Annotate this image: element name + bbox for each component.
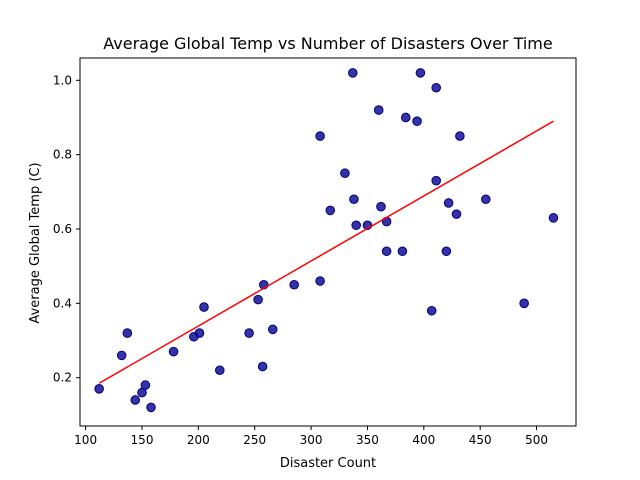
data-point	[441, 246, 452, 257]
plot-frame	[79, 57, 577, 427]
data-point	[194, 328, 205, 338]
y-tick-label: 0.2	[53, 371, 72, 385]
chart-title: Average Global Temp vs Number of Disaste…	[103, 34, 552, 53]
x-tick-label: 450	[469, 433, 492, 447]
data-point	[348, 68, 358, 78]
y-tick-label: 0.6	[53, 222, 72, 236]
x-tick-label: 350	[356, 433, 379, 447]
data-point	[140, 380, 151, 390]
data-point	[415, 68, 426, 78]
data-point	[214, 365, 225, 376]
y-axis-label: Average Global Temp (C)	[28, 162, 43, 323]
trend-line-layer	[98, 120, 554, 384]
y-tick-label: 0.8	[53, 148, 72, 162]
data-point	[481, 194, 491, 205]
x-tick-label: 300	[300, 433, 323, 447]
data-point	[257, 361, 268, 372]
data-point	[431, 82, 442, 93]
data-point	[376, 201, 386, 212]
trend-line	[98, 120, 554, 384]
data-point	[289, 279, 299, 290]
x-axis-label: Disaster Count	[280, 456, 376, 471]
data-point	[400, 112, 411, 123]
data-point	[455, 131, 465, 141]
data-point	[315, 276, 325, 286]
data-point	[116, 350, 127, 361]
x-tick-label: 250	[243, 433, 266, 447]
data-point	[351, 220, 361, 231]
data-point	[349, 194, 359, 205]
x-tick-label: 400	[412, 433, 435, 447]
data-point	[94, 384, 104, 394]
data-point	[397, 246, 408, 257]
data-point	[519, 298, 529, 309]
y-tick-label: 0.4	[53, 296, 72, 310]
data-points	[94, 68, 559, 413]
data-point	[325, 205, 336, 216]
data-point	[315, 131, 325, 141]
data-point	[373, 105, 384, 115]
data-point	[130, 395, 141, 405]
data-point	[146, 402, 156, 413]
x-tick-label: 150	[131, 433, 154, 447]
data-point	[122, 328, 133, 338]
data-point	[451, 209, 462, 219]
data-point	[253, 294, 263, 305]
data-point	[199, 302, 209, 312]
data-point	[340, 168, 350, 179]
data-point	[381, 246, 392, 257]
data-point	[267, 324, 278, 335]
x-tick-label: 100	[74, 433, 97, 447]
x-tick-label: 200	[187, 433, 210, 447]
data-point	[168, 346, 179, 357]
y-tick-label: 1.0	[53, 73, 72, 87]
data-point	[412, 116, 422, 126]
data-point	[431, 175, 442, 186]
data-point	[426, 305, 437, 316]
data-point	[548, 213, 559, 223]
data-point	[443, 198, 454, 208]
x-tick-label: 500	[525, 433, 548, 447]
axes: 100 150 200 250 300 350 400 450 500 0.2 0.4 0.6 0.8 1…	[53, 57, 577, 447]
data-point	[244, 328, 254, 338]
